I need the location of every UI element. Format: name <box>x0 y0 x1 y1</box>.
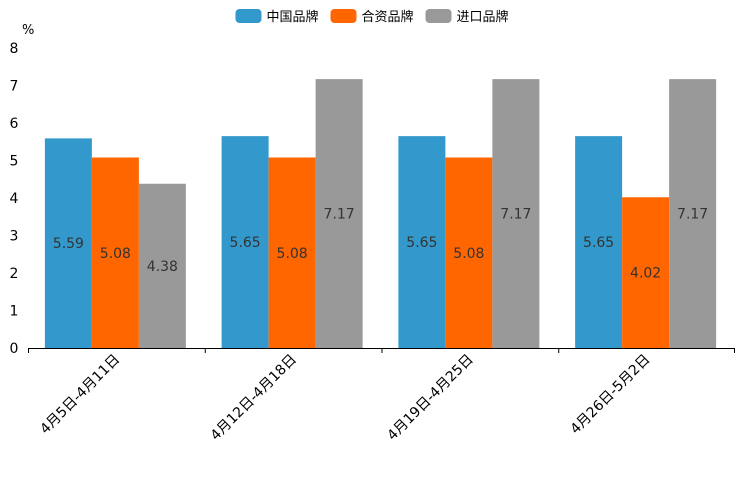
y-tick-label: 8 <box>10 41 19 57</box>
data-label: 5.65 <box>583 235 614 251</box>
bar <box>398 136 446 348</box>
y-tick-label: 4 <box>10 191 19 207</box>
y-axis-unit-label: % <box>22 23 34 38</box>
legend-swatch <box>425 9 452 23</box>
legend: 中国品牌 合资品牌 进口品牌 <box>235 9 509 25</box>
data-label: 4.38 <box>147 259 178 275</box>
data-label: 5.08 <box>100 246 131 262</box>
bar <box>445 157 493 348</box>
bar <box>492 79 540 348</box>
data-label: 7.17 <box>677 207 708 223</box>
x-category-label: 4月5日-4月11日 <box>37 352 123 438</box>
data-label: 5.08 <box>277 246 308 262</box>
x-axis-labels: 4月5日-4月11日 4月12日-4月18日 4月19日-4月25日 4月26日-5月… <box>37 352 653 444</box>
y-tick-label: 2 <box>10 266 19 282</box>
y-tick-label: 0 <box>10 341 19 357</box>
data-label: 7.17 <box>500 207 531 223</box>
data-label: 7.17 <box>324 207 355 223</box>
x-category-label: 4月19日-4月25日 <box>384 352 476 444</box>
x-axis-ticks <box>28 348 735 353</box>
data-label: 5.65 <box>406 235 437 251</box>
bar <box>575 136 623 348</box>
x-category-label: 4月26日-5月2日 <box>567 352 653 438</box>
bar <box>138 183 186 348</box>
data-labels: 5.59 5.08 4.38 5.65 5.08 7.17 5.65 5.08 7.17 5.65… <box>53 207 708 282</box>
x-category-label: 4月12日-4月18日 <box>208 352 300 444</box>
bars <box>44 79 717 348</box>
bar <box>91 157 139 348</box>
y-tick-label: 1 <box>10 304 19 320</box>
bar <box>44 138 92 348</box>
y-tick-label: 6 <box>10 116 19 132</box>
legend-label: 合资品牌 <box>362 9 414 25</box>
data-label: 5.08 <box>453 246 484 262</box>
y-tick-label: 5 <box>10 154 19 170</box>
bar <box>268 157 316 348</box>
bar <box>669 79 717 348</box>
legend-swatch <box>235 9 262 23</box>
data-label: 4.02 <box>630 266 661 282</box>
legend-label: 进口品牌 <box>457 9 509 25</box>
bar <box>221 136 269 348</box>
legend-label: 中国品牌 <box>267 9 319 25</box>
legend-swatch <box>330 9 357 23</box>
y-tick-label: 3 <box>10 229 19 245</box>
data-label: 5.65 <box>230 235 261 251</box>
bar <box>315 79 363 348</box>
data-label: 5.59 <box>53 236 84 252</box>
y-axis-ticks: 0 1 2 3 4 5 6 7 8 <box>10 41 19 357</box>
bar <box>622 197 670 348</box>
y-tick-label: 7 <box>10 79 19 95</box>
